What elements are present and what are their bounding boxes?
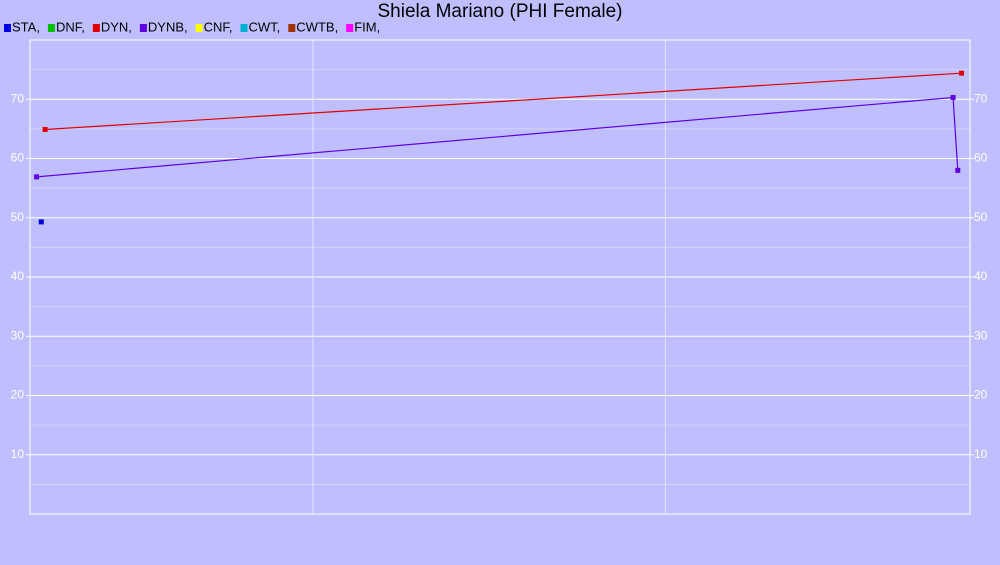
legend-swatch <box>288 24 296 32</box>
legend-label: CWTB, <box>296 19 338 34</box>
data-point <box>959 70 965 76</box>
y2-tick-label: 50 <box>974 210 988 224</box>
legend-label: DYN, <box>101 19 132 34</box>
y-tick-label: 30 <box>11 328 25 342</box>
data-point <box>950 94 956 100</box>
y-tick-label: 60 <box>11 151 25 165</box>
y-tick-label: 20 <box>11 388 25 402</box>
y2-tick-label: 10 <box>974 447 988 461</box>
series-line <box>45 72 962 131</box>
legend-swatch <box>4 24 11 32</box>
data-point <box>34 174 40 180</box>
legend-label: FIM, <box>354 19 380 34</box>
legend-swatch <box>139 24 147 32</box>
legend-label: CNF, <box>204 19 233 34</box>
legend-label: DNF, <box>56 19 85 34</box>
y-tick-label: 70 <box>11 91 25 105</box>
y2-tick-label: 60 <box>974 151 988 165</box>
y-tick-label: 50 <box>11 210 25 224</box>
y2-tick-label: 30 <box>974 328 988 342</box>
y-tick-label: 10 <box>11 447 25 461</box>
y2-tick-label: 40 <box>974 269 988 283</box>
y2-tick-label: 70 <box>974 91 988 105</box>
y2-tick-label: 20 <box>974 388 988 402</box>
legend-label: CWT, <box>249 19 281 34</box>
data-point <box>38 219 44 225</box>
legend-swatch <box>240 24 248 32</box>
chart-title: Shiela Mariano (PHI Female) <box>378 1 623 22</box>
legend-swatch <box>92 24 100 32</box>
data-point <box>42 126 48 132</box>
y-tick-label: 40 <box>11 269 25 283</box>
legend-swatch <box>47 24 55 32</box>
legend-swatch <box>195 24 203 32</box>
legend-label: DYNB, <box>148 19 188 34</box>
legend-label: STA, <box>12 19 40 34</box>
plot-frame <box>29 39 971 515</box>
data-point <box>955 167 961 173</box>
legend-swatch <box>346 24 354 32</box>
